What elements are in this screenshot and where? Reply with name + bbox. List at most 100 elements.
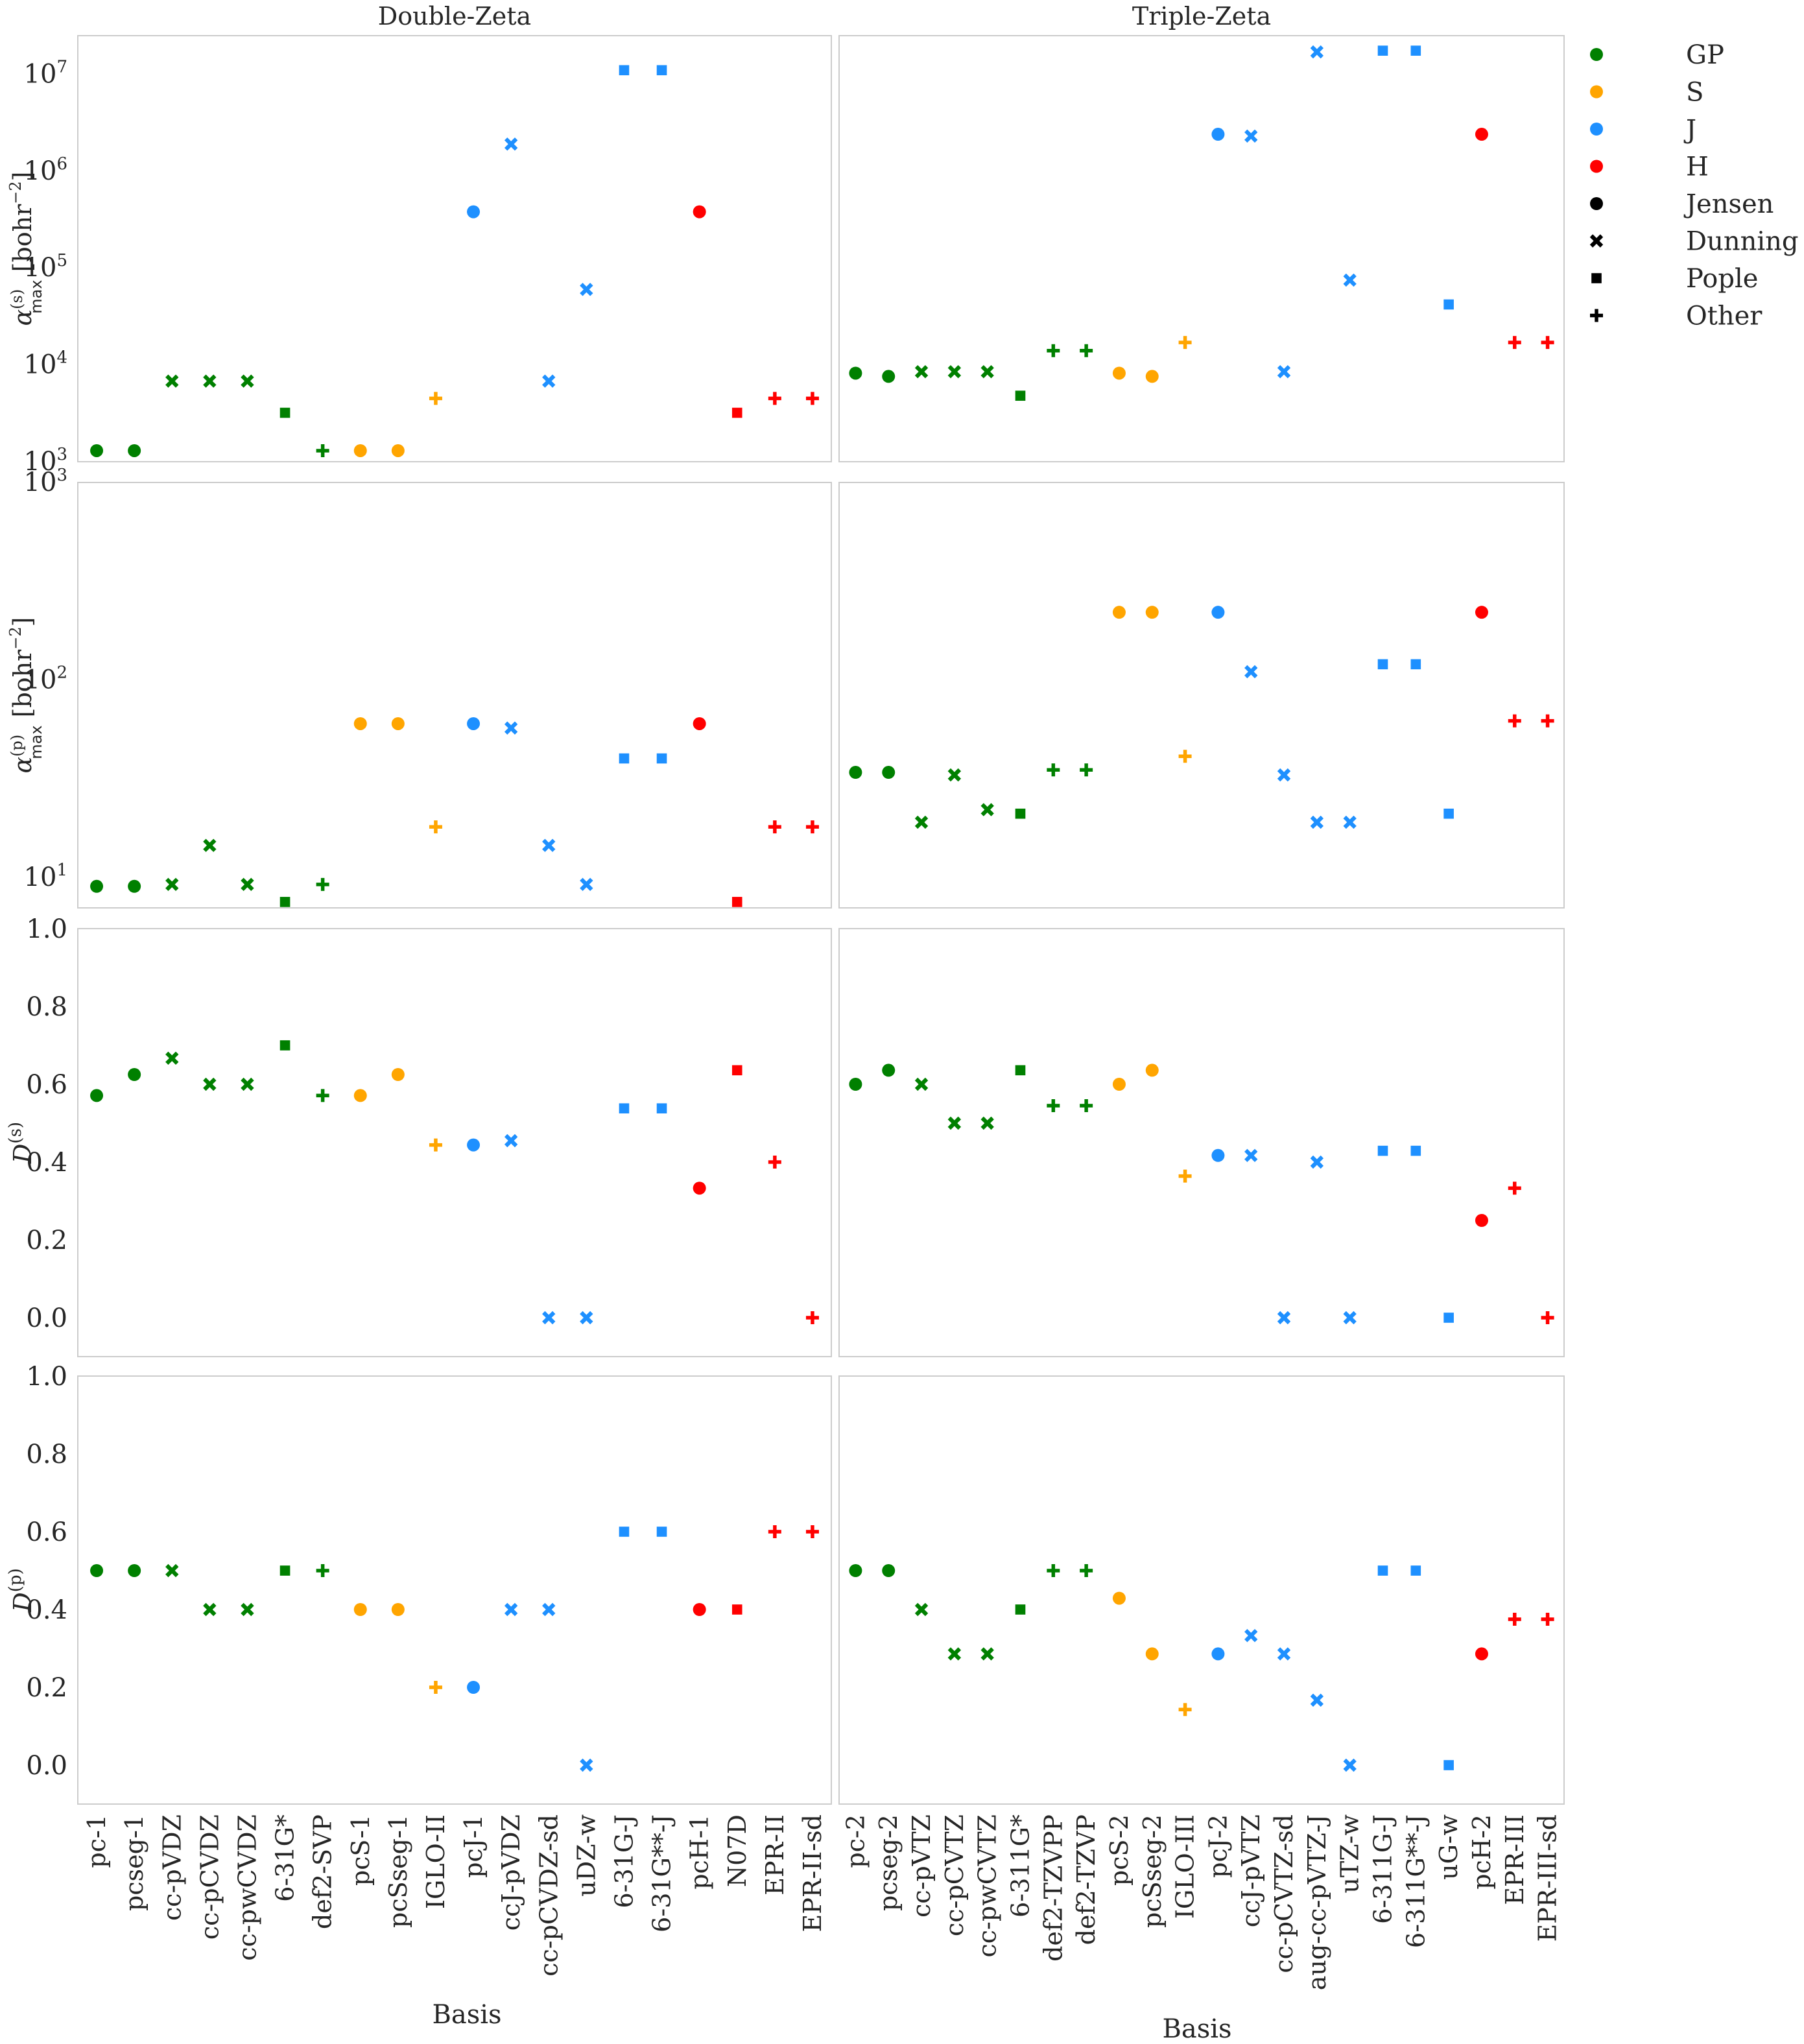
legend-item-gp: GP [1590,40,1724,70]
data-point-cc-pwCVDZ [241,374,254,388]
data-point-cc-pCVDZ-sd [542,1602,556,1617]
y-tick-label: 106 [24,154,67,186]
x-tick-label: N07D [723,1814,752,1887]
x-tick-label: def2-TZVPP [1039,1814,1067,1962]
x-tick-label: def2-TZVP [1072,1814,1100,1945]
data-point-pcH-2 [1475,1214,1488,1227]
data-point-cc-pCVTZ [947,1116,962,1130]
y-tick-label: 107 [24,57,67,89]
data-point-cc-pCVDZ [203,838,217,852]
legend-marker [1591,273,1602,283]
data-point-pcH-1 [693,717,706,730]
data-point-EPR-III [1508,1613,1521,1626]
data-point-pcseg-1 [128,1564,141,1577]
data-point-uTZ-w [1343,1311,1357,1325]
x-tick-label: cc-pwCVTZ [973,1814,1002,1958]
panel-frame [838,928,1565,1357]
data-point-cc-pVDZ [165,1563,179,1578]
data-point-6-31G**-J [656,1527,667,1537]
data-point-cc-pCVTZ-sd [1277,364,1291,379]
legend-marker [1590,160,1603,173]
data-point-pcJ-1 [467,1681,481,1694]
x-tick-label: 6-311G**-J [1401,1814,1430,1948]
data-point-6-31G**-J [656,1103,667,1113]
y-tick-label: 0.6 [26,1070,67,1100]
legend-item-s: S [1590,78,1703,108]
column-title: Double-Zeta [378,2,531,30]
data-point-cc-pCVTZ [947,768,962,782]
x-tick-label: pcS-1 [346,1814,375,1886]
data-point-ccJ-pVTZ [1244,129,1258,143]
legend-marker [1589,234,1604,248]
x-tick-label: uDZ-w [572,1814,600,1897]
data-point-pcseg-1 [128,444,141,457]
data-point-EPR-II-sd [805,1525,819,1538]
x-tick-label: pc-2 [841,1814,870,1868]
data-point-6-311G* [1015,390,1026,401]
y-tick-label: 101 [24,861,67,892]
data-point-pcS-2 [1112,1078,1126,1091]
data-point-cc-pVTZ [914,1602,929,1617]
y-tick-label: 0.8 [26,992,67,1022]
data-point-EPR-III [1508,714,1521,728]
panel-r3-c0: 0.0 0.2 0.4 0.6 0.8 1.0 pc-1 pcseg-1 cc-pVDZ cc-p… [26,1362,832,1977]
data-point-cc-pVDZ [165,374,179,388]
data-point-IGLO-III [1178,1703,1192,1717]
data-point-6-311G-J [1377,659,1388,670]
data-point-6-311G**-J [1410,1145,1421,1156]
data-point-6-311G* [1015,808,1026,819]
x-tick-label: uG-w [1434,1814,1463,1880]
data-point-uTZ-w [1343,1758,1357,1772]
y-axis-label: D(s) [6,1122,37,1164]
panel-frame [77,1375,832,1805]
data-point-pcSseg-1 [391,444,405,457]
x-tick-label: EPR-II-sd [798,1814,827,1932]
data-point-uG-w [1443,1313,1454,1323]
x-axis-label: Basis [1162,2014,1231,2044]
data-point-pcseg-2 [882,1564,896,1577]
legend-label: GP [1686,40,1724,70]
panel-frame [838,482,1565,909]
legend-marker [1590,309,1603,322]
data-point-6-31G-J [619,1527,630,1537]
data-point-N07D [731,897,742,907]
data-point-pcJ-2 [1211,1148,1225,1162]
data-point-cc-pCVTZ-sd [1277,768,1291,782]
data-point-pcH-1 [693,1182,706,1195]
data-point-pcH-2 [1475,606,1488,619]
data-point-EPR-II [768,1156,781,1169]
x-tick-label: pcseg-1 [120,1814,148,1911]
data-point-6-311G* [1015,1604,1026,1615]
x-axis-label: Basis [432,2000,501,2030]
data-point-cc-pCVTZ [947,1647,962,1661]
data-point-pc-1 [90,1564,104,1577]
data-point-6-311G**-J [1410,45,1421,56]
data-point-6-311G-J [1377,45,1388,56]
y-tick-label: 105 [24,251,67,283]
x-tick-label: pcH-1 [685,1814,714,1890]
x-tick-label: IGLO-II [421,1814,450,1909]
x-tick-label: cc-pVDZ [158,1814,186,1921]
data-point-pcS-1 [353,444,367,457]
data-point-EPR-II [768,1525,781,1538]
data-point-def2-SVP [316,444,329,457]
data-point-cc-pVTZ [914,815,929,829]
data-point-pcH-2 [1475,1647,1488,1661]
panel-r1-c0: 101 102 103 [24,466,832,909]
data-point-cc-pwCVTZ [980,1116,994,1130]
data-point-pc-1 [90,879,104,893]
data-point-6-311G-J [1377,1145,1388,1156]
y-tick-label: 0.8 [26,1440,67,1469]
panel-frame [838,1375,1565,1805]
data-point-EPR-II-sd [805,820,819,834]
data-point-IGLO-II [429,820,442,834]
y-tick-label: 0.2 [26,1673,67,1703]
data-point-pcseg-2 [882,370,896,383]
data-point-IGLO-III [1178,1169,1192,1183]
data-point-ccJ-pVDZ [504,721,518,735]
data-point-IGLO-III [1178,750,1192,763]
x-tick-label: pcH-2 [1467,1814,1496,1890]
data-point-def2-SVP [316,1564,329,1577]
legend-marker [1590,123,1603,136]
x-tick-label: ccJ-pVTZ [1237,1814,1265,1927]
